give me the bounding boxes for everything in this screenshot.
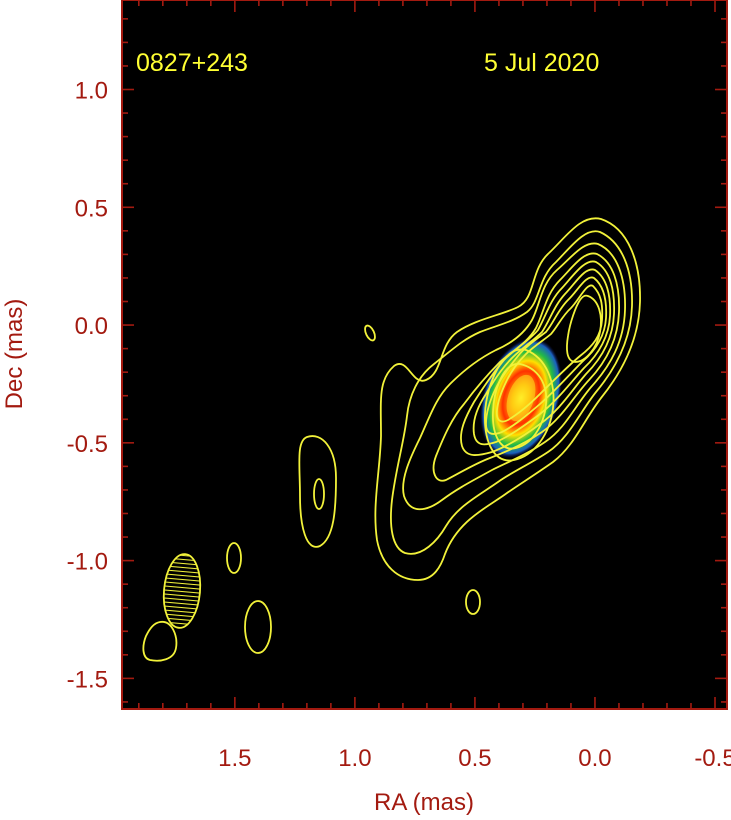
x-tick-label: 1.5 xyxy=(218,745,251,772)
plot-area xyxy=(122,0,727,709)
contour-level-3 xyxy=(402,242,626,511)
y-axis-title: Dec (mas) xyxy=(1,299,28,410)
map-layer xyxy=(142,217,641,662)
x-tick-label: 0.5 xyxy=(458,745,491,772)
y-tick-label: -1.5 xyxy=(67,666,108,693)
contour-level-1 xyxy=(374,217,641,581)
contour-blob-corner xyxy=(142,621,178,662)
contour-blob-south xyxy=(465,589,481,615)
contour-blob-middle-outer xyxy=(298,435,337,548)
contour-blob-upper xyxy=(364,324,376,342)
source-name-label: 0827+243 xyxy=(136,49,248,77)
contour-blob-left-b xyxy=(244,600,272,654)
contour-blob-left-a xyxy=(226,542,242,574)
contour-level-2 xyxy=(390,230,633,555)
contour-level-4 xyxy=(432,252,620,482)
x-tick-label: -0.5 xyxy=(694,745,731,772)
y-tick-label: 0.5 xyxy=(75,195,108,222)
contour-blob-middle-inner xyxy=(313,478,325,510)
x-tick-label: 1.0 xyxy=(338,745,371,772)
x-axis: 1.5 1.0 0.5 0.0 -0.5 xyxy=(138,0,731,772)
x-tick-label: 0.0 xyxy=(578,745,611,772)
contour-level-8 xyxy=(495,284,604,423)
x-axis-title: RA (mas) xyxy=(374,789,474,816)
contour-set xyxy=(142,217,641,662)
observation-date-label: 5 Jul 2020 xyxy=(484,49,599,77)
y-tick-label: -0.5 xyxy=(67,431,108,458)
contour-level-9-knot xyxy=(566,294,602,363)
contour-level-6 xyxy=(472,268,612,446)
y-tick-label: 0.0 xyxy=(75,313,108,340)
y-axis: 1.0 0.5 0.0 -0.5 -1.0 -1.5 xyxy=(67,18,727,703)
restoring-beam xyxy=(162,553,202,629)
contour-core-inner xyxy=(492,363,548,450)
y-tick-label: -1.0 xyxy=(67,549,108,576)
core-intensity xyxy=(480,337,562,459)
plot-frame xyxy=(121,0,728,710)
contour-core-ridge xyxy=(484,348,555,462)
contour-level-5 xyxy=(460,260,615,456)
y-tick-label: 1.0 xyxy=(75,78,108,105)
